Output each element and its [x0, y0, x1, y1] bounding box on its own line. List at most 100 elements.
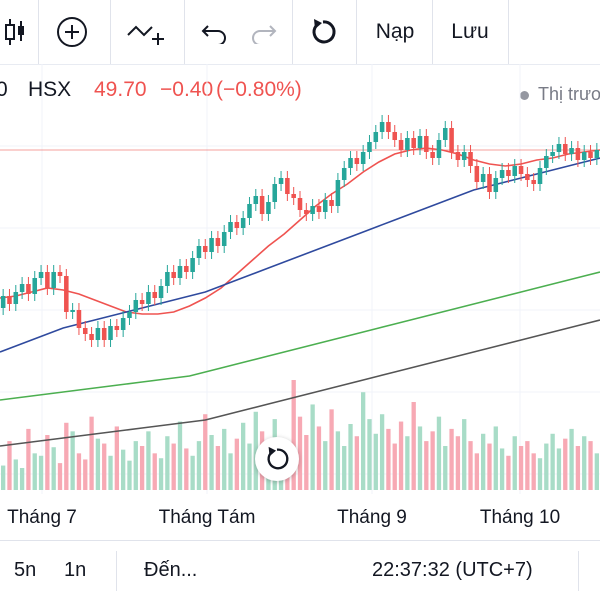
candle-body [436, 140, 442, 158]
candle-body [190, 258, 195, 272]
range-1d-button[interactable]: 1n [64, 559, 87, 581]
price-chart[interactable] [0, 64, 600, 494]
ma-longest-line [0, 319, 600, 447]
volume-bar [32, 453, 37, 490]
volume-bar [304, 435, 309, 490]
volume-bar [165, 436, 170, 490]
indicators-icon[interactable] [112, 0, 180, 64]
candle-body [335, 180, 341, 206]
candle-body [405, 138, 410, 150]
candle-body [32, 278, 38, 294]
volume-bar [51, 447, 56, 490]
volume-bar [430, 431, 435, 490]
candle-body [461, 152, 467, 160]
volume-bar [241, 422, 246, 490]
clock-timezone[interactable]: 22:37:32 (UTC+7) [372, 559, 533, 581]
candle-body [297, 198, 303, 210]
add-indicator-icon[interactable] [40, 0, 104, 64]
volume-bar [575, 446, 581, 490]
candle-body [13, 292, 19, 304]
volume-bar [64, 422, 69, 490]
load-button[interactable]: Nạp [375, 20, 415, 43]
candle-body [474, 166, 480, 182]
candle-body [165, 272, 170, 286]
candle-body [310, 206, 315, 214]
volume-bar [203, 414, 208, 490]
reset-icon [267, 446, 289, 470]
volume-bar [190, 455, 195, 490]
candle-body [196, 246, 202, 258]
candle-body [581, 152, 587, 160]
volume-bar [76, 453, 82, 490]
candle-body [379, 122, 385, 132]
redo-icon[interactable] [238, 0, 288, 64]
candlestick-icon[interactable] [0, 0, 30, 64]
candle-body [291, 194, 296, 198]
volume-bar [247, 443, 252, 490]
candle-body [417, 136, 423, 148]
candle-body [64, 276, 69, 312]
candle-body [493, 178, 499, 192]
candle-body [120, 318, 126, 330]
candle-body [253, 196, 259, 204]
candle-body [556, 144, 562, 152]
candle-body [259, 196, 265, 214]
candle-body [278, 178, 284, 184]
volume-bar [386, 428, 391, 490]
candle-body [487, 174, 492, 192]
candle-body [386, 122, 391, 132]
volume-bar [108, 455, 113, 490]
volume-bar [209, 435, 214, 490]
candle-body [329, 200, 334, 206]
market-status[interactable]: Thị trươ [538, 84, 600, 104]
candle-body [139, 300, 145, 304]
volume-bar [474, 453, 479, 490]
candle-body [82, 328, 88, 334]
candle-body [228, 222, 233, 232]
volume-bar [7, 441, 12, 490]
candle-body [146, 292, 151, 304]
volume-bar [537, 458, 543, 490]
candle-body [304, 210, 309, 214]
candles [0, 115, 600, 347]
volume-bar [487, 443, 492, 490]
candle-body [575, 148, 581, 160]
reset-chart-button[interactable] [255, 437, 299, 481]
candle-body [247, 204, 252, 218]
volume-bar [121, 449, 126, 490]
symbol-name[interactable]: 0 [0, 78, 8, 101]
volume-bar [297, 416, 303, 490]
volume-bar [411, 402, 416, 490]
volume-bar [177, 421, 183, 490]
volume-bar [588, 441, 593, 490]
candle-body [108, 326, 113, 340]
goto-date-button[interactable]: Đến... [144, 559, 198, 581]
candle-body [424, 136, 429, 152]
volume-bar [146, 431, 151, 490]
undo-icon[interactable] [190, 0, 240, 64]
volume-bar [95, 438, 101, 490]
volume-bar [171, 443, 176, 490]
save-button[interactable]: Lưu [451, 20, 489, 43]
candle-body [57, 272, 63, 276]
volume-bar [468, 441, 473, 490]
range-5d-button[interactable]: 5n [14, 559, 37, 581]
candle-body [341, 168, 347, 180]
volume-bar [152, 453, 157, 490]
volume-bar [367, 419, 372, 490]
volume-bar [335, 431, 341, 490]
candle-body [480, 174, 486, 182]
volume-bar [57, 463, 63, 490]
volume-bar [594, 453, 599, 490]
candle-body [89, 334, 94, 340]
candle-body [221, 232, 227, 246]
reload-icon[interactable] [296, 0, 350, 64]
volume-bar [499, 448, 505, 490]
volume-bar [569, 428, 574, 490]
volume-bar [462, 419, 467, 490]
volume-bar [38, 455, 44, 490]
candle-body [455, 152, 461, 160]
volume-bar [512, 436, 517, 490]
candle-body [234, 222, 240, 228]
candle-body [152, 292, 158, 298]
